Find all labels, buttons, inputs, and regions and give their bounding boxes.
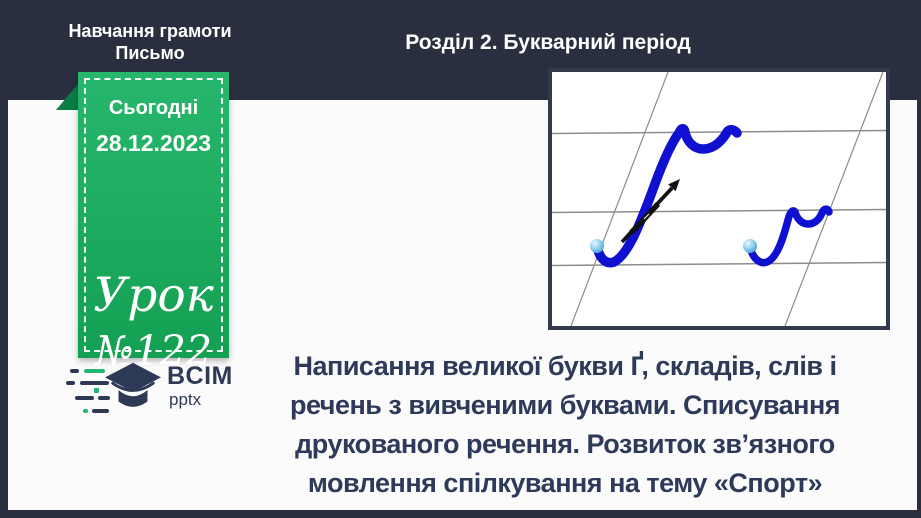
lowercase-letter-path — [746, 205, 833, 267]
handwriting-sample-image — [551, 71, 887, 327]
guidelines — [551, 71, 887, 327]
bcim-logo: BCIM pptx — [64, 360, 242, 418]
logo-dash — [84, 369, 105, 373]
card-dashed-border — [84, 78, 223, 352]
logo-dash — [75, 396, 94, 400]
start-dot-uppercase — [590, 239, 604, 253]
slant-guideline-right — [784, 71, 884, 327]
top-guideline — [551, 129, 887, 135]
topic-line-1: Написання великої букви Ґ, складів, слів… — [293, 351, 837, 381]
graduation-cap-icon — [105, 362, 161, 407]
logo-dash — [66, 381, 75, 385]
uppercase-letter-path — [592, 124, 742, 268]
topic-line-2: речень з вивченими буквами. Списування — [289, 390, 841, 420]
lesson-number: №122 — [94, 327, 213, 375]
date-value: 28.12.2023 — [95, 130, 212, 156]
lesson-word: Урок — [93, 268, 214, 323]
logo-dash — [70, 369, 79, 373]
today-label: Сьогодні — [108, 97, 199, 119]
logo-product-text: pptx — [169, 390, 202, 409]
course-line1: Навчання грамоти — [68, 21, 232, 41]
lesson-topic: Написання великої букви Ґ, складів, слів… — [225, 347, 905, 503]
logo-brand-text: BCIM — [167, 362, 233, 390]
logo-dash — [92, 409, 109, 413]
mid-guideline — [551, 208, 887, 214]
logo-dash — [98, 396, 110, 400]
stroke-direction-arrow — [620, 179, 680, 244]
slant-guideline-left — [570, 71, 669, 327]
date-card: Сьогодні 28.12.2023 Урок №122 — [78, 72, 229, 375]
topic-line-4: мовлення спілкування на тему «Спорт» — [307, 468, 823, 498]
logo-dot — [94, 388, 99, 393]
topic-line-3: друкованого речення. Розвиток зв’язного — [295, 429, 835, 459]
start-dot-lowercase — [743, 239, 757, 253]
logo-dash — [80, 381, 109, 385]
section-title: Розділ 2. Букварний період — [405, 31, 691, 54]
course-header: Навчання грамоти Письмо — [55, 20, 245, 64]
handwriting-sample-box — [548, 68, 890, 330]
course-line2: Письмо — [115, 43, 185, 63]
logo-dash — [83, 409, 88, 413]
